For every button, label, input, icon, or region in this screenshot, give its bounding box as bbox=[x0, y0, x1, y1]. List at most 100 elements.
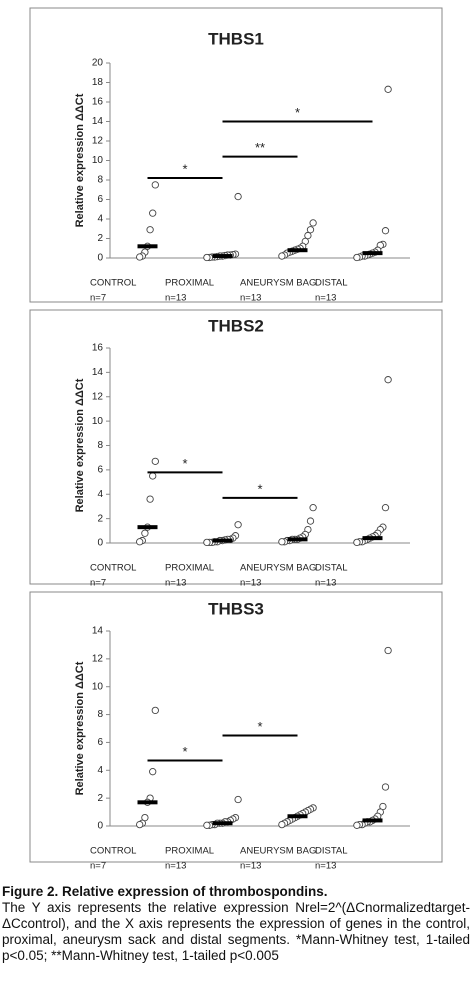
data-point bbox=[136, 538, 144, 546]
y-tick-label: 10 bbox=[92, 681, 104, 692]
data-point bbox=[278, 252, 286, 260]
median-bar bbox=[137, 800, 158, 805]
data-point bbox=[353, 538, 361, 547]
median-bar bbox=[287, 248, 308, 253]
n-label: n=13 bbox=[240, 861, 261, 872]
significance-label: * bbox=[295, 105, 300, 120]
significance-label: ** bbox=[255, 140, 265, 155]
y-tick-label: 4 bbox=[97, 765, 103, 776]
y-tick-label: 12 bbox=[92, 653, 104, 664]
data-point bbox=[136, 253, 144, 261]
y-tick-label: 14 bbox=[92, 626, 104, 637]
y-tick-label: 16 bbox=[92, 343, 104, 354]
panel-frame bbox=[29, 309, 443, 585]
data-point bbox=[151, 457, 159, 465]
y-tick-label: 8 bbox=[97, 709, 103, 720]
data-point bbox=[306, 226, 315, 234]
y-tick-label: 16 bbox=[92, 97, 104, 108]
n-label: n=7 bbox=[90, 578, 106, 589]
y-tick-label: 8 bbox=[97, 175, 103, 186]
data-point bbox=[146, 495, 154, 503]
y-tick-label: 6 bbox=[97, 737, 103, 748]
data-point bbox=[384, 85, 392, 93]
n-label: n=13 bbox=[240, 293, 261, 304]
data-point bbox=[149, 768, 157, 776]
median-bar bbox=[287, 537, 308, 542]
data-point bbox=[203, 821, 211, 829]
data-point bbox=[306, 517, 315, 525]
data-point bbox=[234, 521, 242, 529]
median-bar bbox=[212, 254, 233, 259]
y-tick-label: 2 bbox=[97, 233, 103, 244]
y-tick-label: 10 bbox=[92, 416, 104, 427]
median-bar bbox=[362, 818, 383, 823]
caption-text: The Y axis represents the relative expre… bbox=[2, 900, 470, 963]
data-point bbox=[381, 504, 390, 512]
median-bar bbox=[362, 536, 383, 541]
significance-label: * bbox=[182, 456, 187, 471]
x-tick-label: CONTROL bbox=[90, 846, 136, 857]
n-label: n=13 bbox=[240, 578, 261, 589]
data-point bbox=[384, 376, 392, 384]
x-tick-label: DISTAL bbox=[315, 278, 348, 289]
data-point bbox=[381, 227, 390, 235]
x-tick-label: PROXIMAL bbox=[165, 563, 214, 574]
panel-frame bbox=[29, 591, 443, 863]
significance-label: * bbox=[257, 719, 262, 734]
y-tick-label: 12 bbox=[92, 391, 104, 402]
x-tick-label: ANEURYSM BAG bbox=[240, 846, 316, 857]
x-tick-label: PROXIMAL bbox=[165, 846, 214, 857]
y-axis-label: Relative expression ΔΔCt bbox=[74, 661, 86, 795]
data-point bbox=[149, 472, 157, 480]
n-label: n=7 bbox=[90, 293, 106, 304]
median-bar bbox=[212, 538, 233, 543]
panel-frame bbox=[29, 7, 443, 303]
y-tick-label: 0 bbox=[97, 538, 103, 549]
y-axis-label: Relative expression ΔΔCt bbox=[74, 378, 86, 512]
median-bar bbox=[212, 821, 233, 826]
n-label: n=7 bbox=[90, 861, 106, 872]
x-tick-label: CONTROL bbox=[90, 563, 136, 574]
significance-label: * bbox=[257, 481, 262, 496]
y-tick-label: 10 bbox=[92, 155, 104, 166]
y-tick-label: 14 bbox=[92, 116, 104, 127]
data-point bbox=[278, 538, 286, 546]
chart-title: THBS3 bbox=[208, 599, 264, 618]
y-tick-label: 6 bbox=[97, 465, 103, 476]
data-point bbox=[149, 209, 157, 217]
y-axis-label: Relative expression ΔΔCt bbox=[74, 93, 86, 227]
data-point bbox=[234, 795, 242, 804]
n-label: n=13 bbox=[315, 578, 336, 589]
data-point bbox=[381, 783, 390, 791]
median-bar bbox=[362, 251, 383, 256]
data-point bbox=[353, 253, 361, 262]
caption-title: Figure 2. Relative expression of thrombo… bbox=[2, 884, 328, 899]
y-tick-label: 4 bbox=[97, 489, 103, 500]
data-point bbox=[146, 226, 154, 234]
data-point bbox=[384, 646, 392, 655]
y-tick-label: 0 bbox=[97, 821, 103, 832]
y-tick-label: 18 bbox=[92, 77, 104, 88]
figure: THBS1 Relative expression ΔΔCt 0 2 4 6 8 10 12 14… bbox=[29, 7, 443, 872]
median-bar bbox=[287, 814, 308, 819]
data-point bbox=[136, 820, 144, 829]
n-label: n=13 bbox=[315, 293, 336, 304]
x-tick-label: ANEURYSM BAG bbox=[240, 563, 316, 574]
y-tick-label: 2 bbox=[97, 793, 103, 804]
y-tick-label: 14 bbox=[92, 367, 104, 378]
n-label: n=13 bbox=[165, 578, 186, 589]
chart-title: THBS1 bbox=[208, 29, 264, 48]
data-point bbox=[151, 181, 159, 189]
median-bar bbox=[137, 525, 158, 530]
n-label: n=13 bbox=[165, 293, 186, 304]
caption: Figure 2. Relative expression of thrombo… bbox=[2, 884, 470, 964]
n-label: n=13 bbox=[315, 861, 336, 872]
median-bar bbox=[137, 244, 158, 249]
chart-title: THBS2 bbox=[208, 316, 264, 335]
data-point bbox=[203, 538, 211, 547]
data-point bbox=[234, 192, 242, 201]
significance-label: * bbox=[182, 161, 187, 176]
data-point bbox=[141, 529, 149, 537]
y-tick-label: 8 bbox=[97, 440, 103, 451]
